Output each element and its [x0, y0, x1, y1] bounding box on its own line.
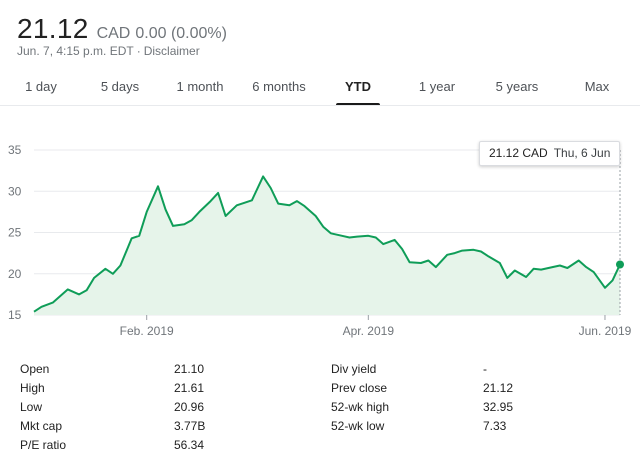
price-line [33, 175, 621, 313]
stats-left-column: Open 21.10 High 21.61 Low 20.96 Mkt cap 3.77… [20, 360, 240, 453]
stat-label: Low [20, 400, 43, 414]
stat-row-div-yield: Div yield - [331, 360, 551, 379]
tab-ytd[interactable]: YTD [336, 74, 380, 106]
stat-value: 32.95 [483, 400, 514, 414]
y-tick-label: 20 [8, 267, 22, 281]
disclaimer-link[interactable]: Disclaimer [143, 44, 200, 58]
stat-label: High [20, 381, 45, 395]
tooltip-date: Thu, 6 Jun [553, 146, 611, 160]
tooltip-value: 21.12 CAD [489, 146, 548, 160]
stat-row-52wk-high: 52-wk high 32.95 [331, 398, 551, 417]
stat-row-open: Open 21.10 [20, 360, 240, 379]
hover-tooltip: 21.12 CAD Thu, 6 Jun [479, 141, 621, 166]
quote-timestamp: Jun. 7, 4:15 p.m. EDT [17, 44, 134, 58]
stat-value: 56.34 [174, 438, 205, 452]
stat-label: Open [20, 362, 50, 376]
stat-row-pe-ratio: P/E ratio 56.34 [20, 436, 240, 453]
price-area-fill [34, 176, 620, 315]
y-tick-label: 15 [8, 308, 22, 322]
stat-label: Prev close [331, 381, 388, 395]
range-tabs: 1 day 5 days 1 month 6 months YTD 1 year… [0, 74, 640, 106]
stat-value: 21.10 [174, 362, 205, 376]
tab-1-day[interactable]: 1 day [25, 79, 57, 94]
stat-row-high: High 21.61 [20, 379, 240, 398]
stat-value: 20.96 [174, 400, 205, 414]
stat-row-mkt-cap: Mkt cap 3.77B [20, 417, 240, 436]
x-tick-label: Feb. 2019 [120, 324, 174, 338]
tab-1-year[interactable]: 1 year [418, 79, 456, 94]
stat-value: 7.33 [483, 419, 507, 433]
stat-value: 3.77B [174, 419, 206, 433]
price-chart[interactable]: 15 20 25 30 35 Feb. 2019 Apr. 2019 Jun. 2019 [0, 110, 640, 345]
quote-meta: Jun. 7, 4:15 p.m. EDT · Disclaimer [17, 44, 200, 58]
x-tick-label: Apr. 2019 [343, 324, 395, 338]
stat-value: - [483, 362, 487, 376]
tab-5-days[interactable]: 5 days [100, 79, 140, 94]
meta-separator: · [136, 44, 141, 58]
stat-row-prev-close: Prev close 21.12 [331, 379, 551, 398]
stat-value: 21.61 [174, 381, 205, 395]
price-change: 0.00 (0.00%) [135, 25, 227, 42]
stat-label: 52-wk high [331, 400, 390, 414]
y-tick-label: 30 [8, 184, 22, 198]
stat-row-52wk-low: 52-wk low 7.33 [331, 417, 551, 436]
hover-point [616, 260, 624, 269]
stats-right-column: Div yield - Prev close 21.12 52-wk high 32.… [331, 360, 551, 436]
current-price: 21.12 [17, 13, 89, 44]
price-chart-svg[interactable]: 15 20 25 30 35 Feb. 2019 Apr. 2019 Jun. 2019 [0, 110, 640, 345]
stat-row-low: Low 20.96 [20, 398, 240, 417]
tab-6-months[interactable]: 6 months [252, 79, 306, 94]
tabs-divider [0, 105, 640, 106]
y-tick-label: 35 [8, 143, 22, 157]
x-tick-label: Jun. 2019 [579, 324, 632, 338]
tab-max[interactable]: Max [584, 79, 610, 94]
tab-1-month[interactable]: 1 month [176, 79, 224, 94]
y-tick-label: 25 [8, 226, 22, 240]
price-header: 21.12 CAD 0.00 (0.00%) [17, 13, 227, 45]
currency-code: CAD [96, 25, 131, 42]
stat-label: 52-wk low [331, 419, 385, 433]
tab-5-years[interactable]: 5 years [495, 79, 539, 94]
stat-label: P/E ratio [20, 438, 67, 452]
stat-label: Mkt cap [20, 419, 63, 433]
stat-label: Div yield [331, 362, 377, 376]
stat-value: 21.12 [483, 381, 514, 395]
